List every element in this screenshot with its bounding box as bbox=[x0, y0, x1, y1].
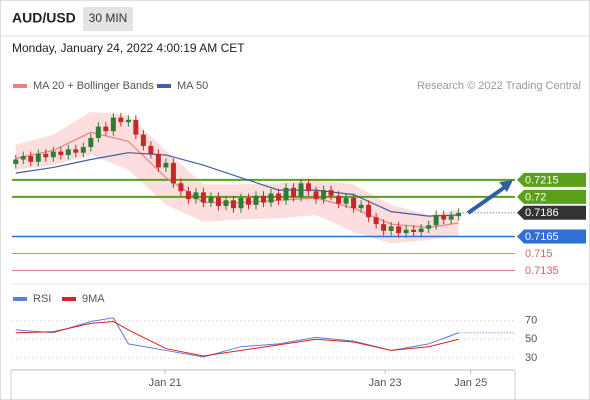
candle-body bbox=[80, 147, 86, 153]
x-tick-label: Jan 23 bbox=[369, 377, 402, 389]
candle-body bbox=[155, 153, 161, 168]
candle-body bbox=[253, 195, 259, 205]
candle-body bbox=[418, 228, 424, 233]
candle-body bbox=[245, 198, 251, 205]
candle-body bbox=[411, 229, 417, 233]
candle-body bbox=[88, 137, 94, 148]
candle-body bbox=[163, 162, 169, 168]
x-tick-label: Jan 21 bbox=[149, 377, 182, 389]
candle-body bbox=[336, 195, 342, 204]
level-label-box bbox=[517, 189, 586, 204]
candle-body bbox=[366, 204, 372, 218]
candle-body bbox=[276, 193, 282, 201]
candle-body bbox=[118, 117, 124, 123]
forecast-arrowhead bbox=[499, 180, 513, 192]
candle-body bbox=[306, 183, 312, 192]
candle-body bbox=[73, 149, 79, 153]
legend-swatch bbox=[13, 297, 27, 301]
rsi-tick-label: 70 bbox=[525, 315, 537, 327]
timeframe-box bbox=[83, 7, 133, 31]
rsi-tick-label: 50 bbox=[525, 333, 537, 345]
candle-body bbox=[133, 119, 139, 135]
candle-body bbox=[50, 151, 56, 158]
rsi-line bbox=[15, 321, 459, 357]
candle-body bbox=[125, 119, 131, 123]
chart-title: AUD/USD bbox=[12, 10, 76, 26]
legend-label: MA 20 + Bollinger Bands bbox=[33, 80, 154, 92]
candle-body bbox=[448, 216, 454, 220]
candle-body bbox=[298, 183, 304, 197]
candle-body bbox=[43, 153, 49, 158]
candle-body bbox=[268, 193, 274, 203]
level-label-box bbox=[517, 229, 586, 244]
bollinger-band bbox=[15, 111, 459, 244]
level-label: 0.715 bbox=[525, 248, 553, 260]
timestamp: Monday, January 24, 2022 4:00:19 AM CET bbox=[12, 41, 245, 55]
candle-body bbox=[343, 198, 349, 204]
level-label: 0.72 bbox=[525, 191, 546, 203]
level-label: 0.7135 bbox=[525, 265, 559, 277]
x-tick-label: Jan 25 bbox=[454, 377, 487, 389]
candle-body bbox=[103, 126, 109, 132]
candle-body bbox=[230, 200, 236, 209]
ma-line bbox=[15, 152, 459, 217]
candle-body bbox=[170, 162, 176, 184]
candle-body bbox=[238, 198, 244, 209]
candle-body bbox=[110, 117, 116, 132]
candle-body bbox=[351, 198, 357, 209]
legend-label: RSI bbox=[33, 293, 51, 305]
candle-body bbox=[185, 191, 191, 200]
candle-body bbox=[140, 134, 146, 146]
candle-body bbox=[321, 190, 327, 200]
candle-body bbox=[35, 153, 41, 162]
legend-swatch bbox=[13, 84, 27, 88]
timeframe: 30 MIN bbox=[89, 11, 128, 25]
credit: Research © 2022 Trading Central bbox=[417, 80, 581, 92]
candle-body bbox=[261, 195, 266, 203]
candle-body bbox=[456, 212, 462, 217]
candle-body bbox=[208, 196, 214, 203]
candle-body bbox=[148, 145, 154, 154]
candle-body bbox=[65, 149, 71, 155]
candle-body bbox=[313, 191, 319, 200]
candle-body bbox=[178, 183, 184, 192]
candle-body bbox=[388, 226, 394, 231]
level-label: 0.7215 bbox=[525, 174, 559, 186]
candle-body bbox=[358, 204, 364, 209]
candle-body bbox=[396, 226, 402, 234]
forecast-arrow bbox=[466, 185, 507, 215]
legend-label: 9MA bbox=[82, 293, 105, 305]
candle-body bbox=[291, 187, 297, 197]
candle-body bbox=[20, 156, 26, 160]
level-label-box bbox=[517, 172, 586, 187]
candle-body bbox=[58, 151, 64, 155]
level-label: 0.7165 bbox=[525, 231, 559, 243]
level-label: 0.7186 bbox=[525, 207, 559, 219]
candle-body bbox=[433, 215, 439, 226]
candle-body bbox=[13, 159, 19, 165]
legend-swatch bbox=[157, 84, 171, 88]
plot: MA 20 + Bollinger Bands MA 50 RSI 9MA 0.7215… bbox=[12, 80, 586, 389]
legend-label: MA 50 bbox=[177, 80, 208, 92]
legend-swatch bbox=[62, 297, 76, 301]
level-label-box bbox=[517, 205, 586, 220]
rsi-tick-label: 30 bbox=[525, 352, 537, 364]
candle-body bbox=[28, 156, 34, 162]
candle-body bbox=[403, 229, 409, 234]
candle-body bbox=[200, 192, 206, 203]
candle-body bbox=[95, 126, 101, 138]
candle-body bbox=[215, 196, 221, 206]
candle-body bbox=[328, 190, 334, 196]
candle-body bbox=[193, 192, 199, 200]
candle-body bbox=[441, 215, 447, 220]
candle-body bbox=[426, 225, 432, 229]
candle-body bbox=[381, 224, 387, 231]
candle-body bbox=[283, 187, 289, 201]
candle-body bbox=[223, 200, 229, 206]
candle-body bbox=[373, 217, 379, 225]
